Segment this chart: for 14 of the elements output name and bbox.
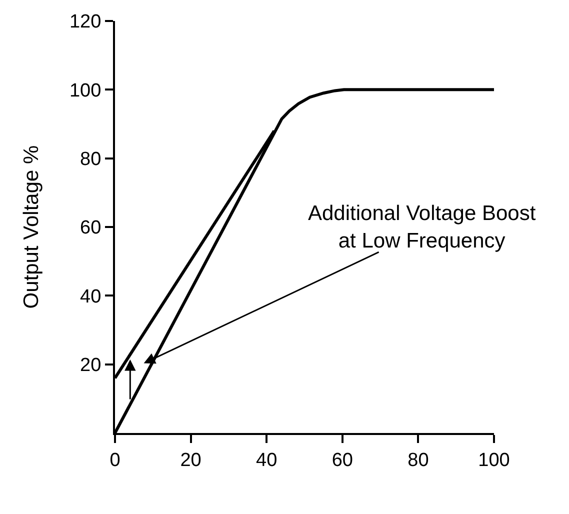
- annotation: Additional Voltage Boost at Low Frequency: [308, 202, 536, 252]
- x-tick-label: 80: [408, 450, 429, 471]
- y-tick-label: 40: [80, 286, 102, 308]
- x-tick-label: 20: [180, 450, 202, 471]
- y-axis-title: Output Voltage %: [20, 145, 44, 309]
- x-tick-label: 40: [256, 450, 278, 471]
- y-tick-label: 20: [80, 354, 102, 376]
- x-tick-label: 60: [332, 450, 353, 471]
- y-tick-label: 80: [80, 148, 102, 170]
- y-tick-label: 100: [69, 80, 102, 102]
- x-tick-label: 100: [478, 450, 510, 471]
- y-tick-label: 60: [80, 218, 102, 239]
- y-tick-label: 120: [69, 12, 102, 33]
- x-tick-label: 0: [110, 450, 120, 471]
